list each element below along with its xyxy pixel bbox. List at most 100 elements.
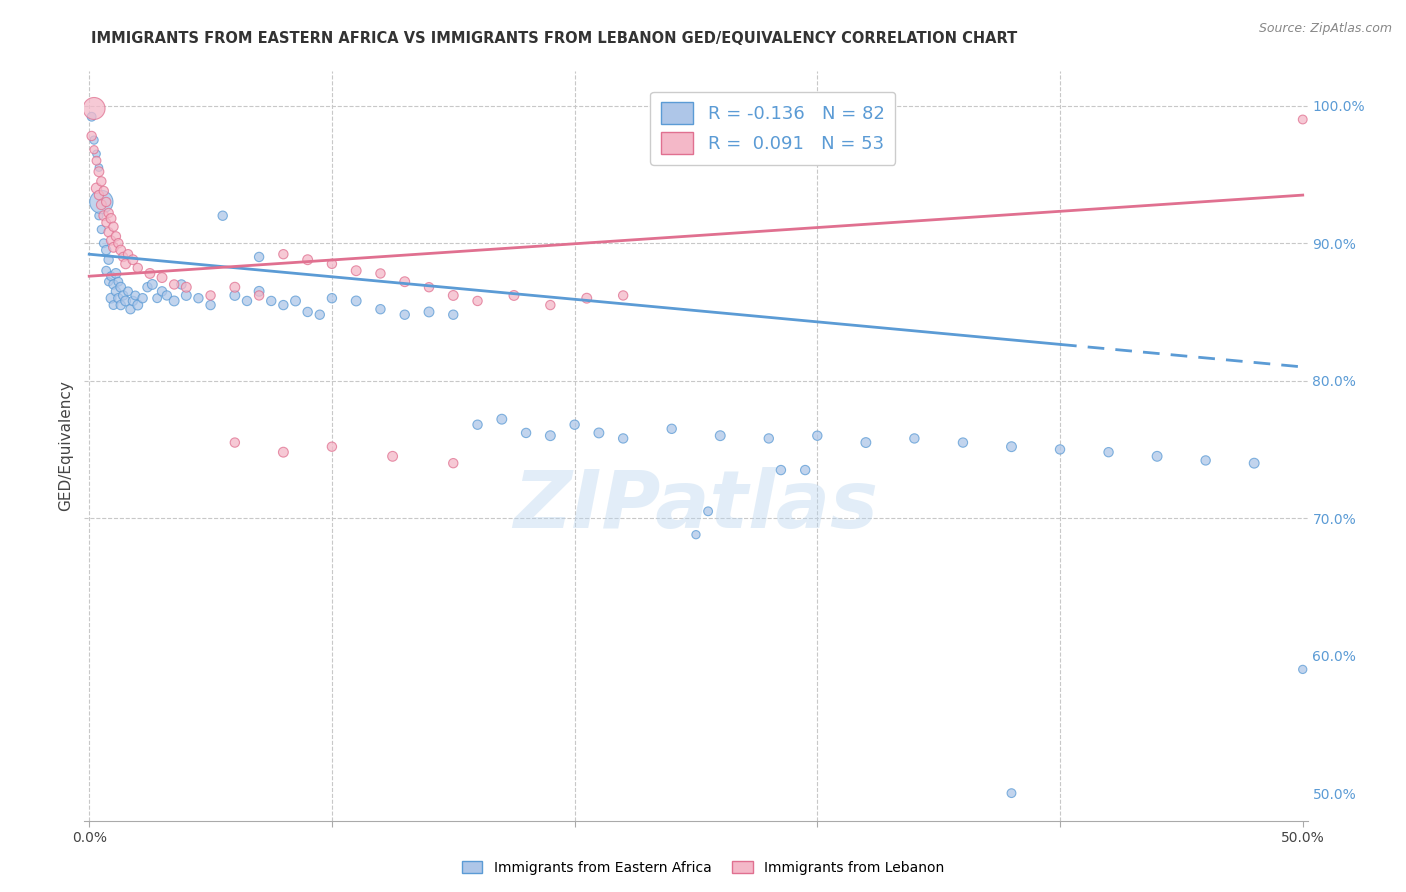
Y-axis label: GED/Equivalency: GED/Equivalency (58, 381, 73, 511)
Point (97, 225, 120, 239)
Point (273, 445, 295, 459)
Point (96, 194, 118, 209)
Point (211, 209, 233, 223)
Point (93, 236, 115, 251)
Legend: Immigrants from Eastern Africa, Immigrants from Lebanon: Immigrants from Eastern Africa, Immigran… (456, 855, 950, 880)
Point (200, 298, 222, 312)
Point (381, 450, 404, 464)
Point (441, 308, 464, 322)
Point (538, 428, 561, 442)
Point (467, 417, 489, 432)
Point (120, 302, 142, 317)
Point (83, 133, 105, 147)
Point (156, 288, 179, 302)
Point (110, 298, 132, 312)
Point (139, 267, 162, 281)
Point (146, 291, 169, 305)
Point (588, 425, 610, 440)
Point (112, 250, 135, 264)
Point (612, 432, 634, 446)
Point (124, 288, 146, 302)
Point (86, 181, 108, 195)
Point (1146, 450, 1168, 464)
Point (709, 428, 731, 442)
Point (93, 209, 115, 223)
Point (174, 288, 197, 302)
Point (110, 243, 132, 257)
Point (224, 280, 246, 294)
Point (441, 288, 464, 302)
Point (370, 267, 392, 281)
Point (150, 270, 173, 285)
Point (117, 285, 139, 299)
Point (441, 456, 464, 470)
Point (321, 440, 343, 454)
Point (794, 463, 817, 477)
Point (273, 298, 295, 312)
Point (122, 293, 145, 308)
Point (344, 293, 367, 308)
Point (321, 291, 343, 305)
Point (321, 257, 343, 271)
Point (103, 219, 125, 234)
Point (97, 252, 120, 267)
Point (86, 146, 108, 161)
Point (150, 285, 173, 299)
Point (112, 288, 135, 302)
Point (100, 269, 122, 284)
Point (697, 504, 720, 518)
Point (538, 298, 561, 312)
Point (100, 291, 122, 305)
Point (769, 463, 792, 477)
Point (104, 267, 127, 281)
Point (97, 275, 120, 289)
Point (141, 277, 163, 292)
Point (224, 435, 246, 450)
Point (394, 308, 416, 322)
Point (612, 288, 634, 302)
Point (1000, 440, 1022, 454)
Point (187, 291, 209, 305)
Point (83, 102, 105, 116)
Point (344, 263, 367, 277)
Point (90, 194, 112, 209)
Point (273, 247, 295, 261)
Point (83, 143, 105, 157)
Point (200, 288, 222, 302)
Point (127, 260, 149, 275)
Point (247, 285, 270, 299)
Point (503, 288, 526, 302)
Point (97, 206, 120, 220)
Text: ZIPatlas: ZIPatlas (513, 467, 879, 545)
Point (284, 293, 307, 308)
Point (136, 280, 159, 294)
Point (806, 428, 828, 442)
Text: Source: ZipAtlas.com: Source: ZipAtlas.com (1258, 22, 1392, 36)
Point (855, 435, 877, 450)
Point (1292, 662, 1315, 676)
Point (170, 277, 193, 292)
Point (107, 236, 129, 251)
Point (661, 422, 683, 436)
Point (96, 263, 118, 277)
Point (308, 308, 330, 322)
Legend: R = -0.136   N = 82, R =  0.091   N = 53: R = -0.136 N = 82, R = 0.091 N = 53 (650, 92, 896, 164)
Point (87, 188, 110, 202)
Point (104, 285, 127, 299)
Point (1243, 456, 1265, 470)
Point (260, 293, 283, 308)
Point (297, 252, 319, 267)
Point (224, 288, 246, 302)
Point (87, 161, 110, 175)
Point (87, 209, 110, 223)
Point (247, 288, 270, 302)
Point (163, 293, 186, 308)
Point (107, 275, 129, 289)
Point (103, 240, 125, 254)
Point (903, 432, 925, 446)
Point (90, 198, 112, 212)
Point (1049, 442, 1071, 457)
Point (103, 277, 125, 292)
Point (685, 527, 707, 541)
Point (394, 275, 416, 289)
